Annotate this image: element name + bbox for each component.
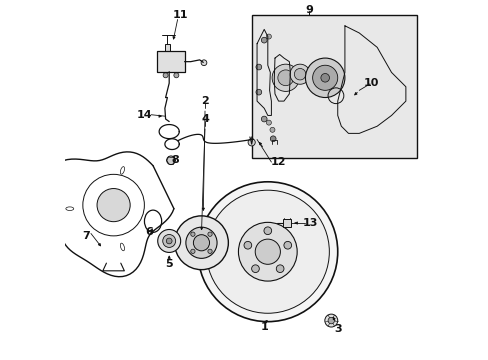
Circle shape (207, 249, 212, 253)
Circle shape (264, 227, 271, 235)
Bar (282, 220, 291, 226)
Circle shape (294, 68, 305, 80)
Circle shape (201, 60, 206, 66)
Bar (164, 44, 170, 51)
Bar (157, 51, 184, 72)
Text: 5: 5 (165, 259, 173, 269)
Text: 13: 13 (303, 218, 318, 228)
Circle shape (163, 234, 175, 247)
Text: 12: 12 (270, 157, 286, 167)
Circle shape (289, 64, 309, 84)
Bar (157, 51, 163, 72)
Circle shape (255, 89, 261, 95)
Circle shape (190, 232, 195, 237)
Circle shape (269, 127, 274, 132)
Circle shape (166, 238, 172, 244)
Circle shape (158, 229, 180, 252)
Text: 1: 1 (260, 322, 267, 332)
Circle shape (266, 120, 271, 125)
Text: 9: 9 (305, 5, 312, 15)
Circle shape (312, 65, 337, 90)
Circle shape (271, 64, 299, 91)
Circle shape (255, 64, 261, 70)
Circle shape (277, 70, 293, 86)
Circle shape (193, 235, 209, 251)
Circle shape (266, 34, 271, 39)
Text: 6: 6 (145, 227, 153, 237)
Circle shape (97, 189, 130, 222)
Circle shape (270, 136, 276, 141)
Circle shape (327, 318, 334, 324)
Text: 8: 8 (171, 155, 179, 165)
Circle shape (163, 73, 168, 78)
Ellipse shape (66, 207, 74, 211)
Circle shape (261, 37, 266, 43)
Circle shape (244, 242, 251, 249)
Circle shape (324, 314, 337, 327)
Circle shape (284, 242, 291, 249)
Circle shape (276, 265, 284, 273)
Text: 2: 2 (201, 96, 208, 106)
Text: 10: 10 (364, 78, 379, 88)
Circle shape (207, 232, 212, 237)
Circle shape (206, 190, 329, 313)
Bar (179, 51, 184, 72)
Ellipse shape (120, 167, 124, 174)
Circle shape (185, 227, 217, 258)
Bar (251, 15, 416, 158)
Circle shape (305, 58, 344, 98)
Circle shape (255, 239, 280, 264)
Circle shape (174, 73, 179, 78)
Circle shape (320, 73, 329, 82)
Text: 3: 3 (333, 324, 341, 334)
Circle shape (198, 182, 337, 321)
Circle shape (190, 249, 195, 253)
Text: 4: 4 (201, 114, 208, 124)
Circle shape (261, 116, 266, 122)
Circle shape (247, 139, 255, 146)
Text: 11: 11 (172, 10, 187, 20)
Circle shape (166, 156, 175, 165)
Circle shape (238, 222, 297, 281)
Ellipse shape (120, 243, 124, 251)
Circle shape (174, 216, 228, 270)
Text: 7: 7 (82, 231, 90, 240)
Text: 14: 14 (137, 111, 152, 121)
Circle shape (251, 265, 259, 273)
